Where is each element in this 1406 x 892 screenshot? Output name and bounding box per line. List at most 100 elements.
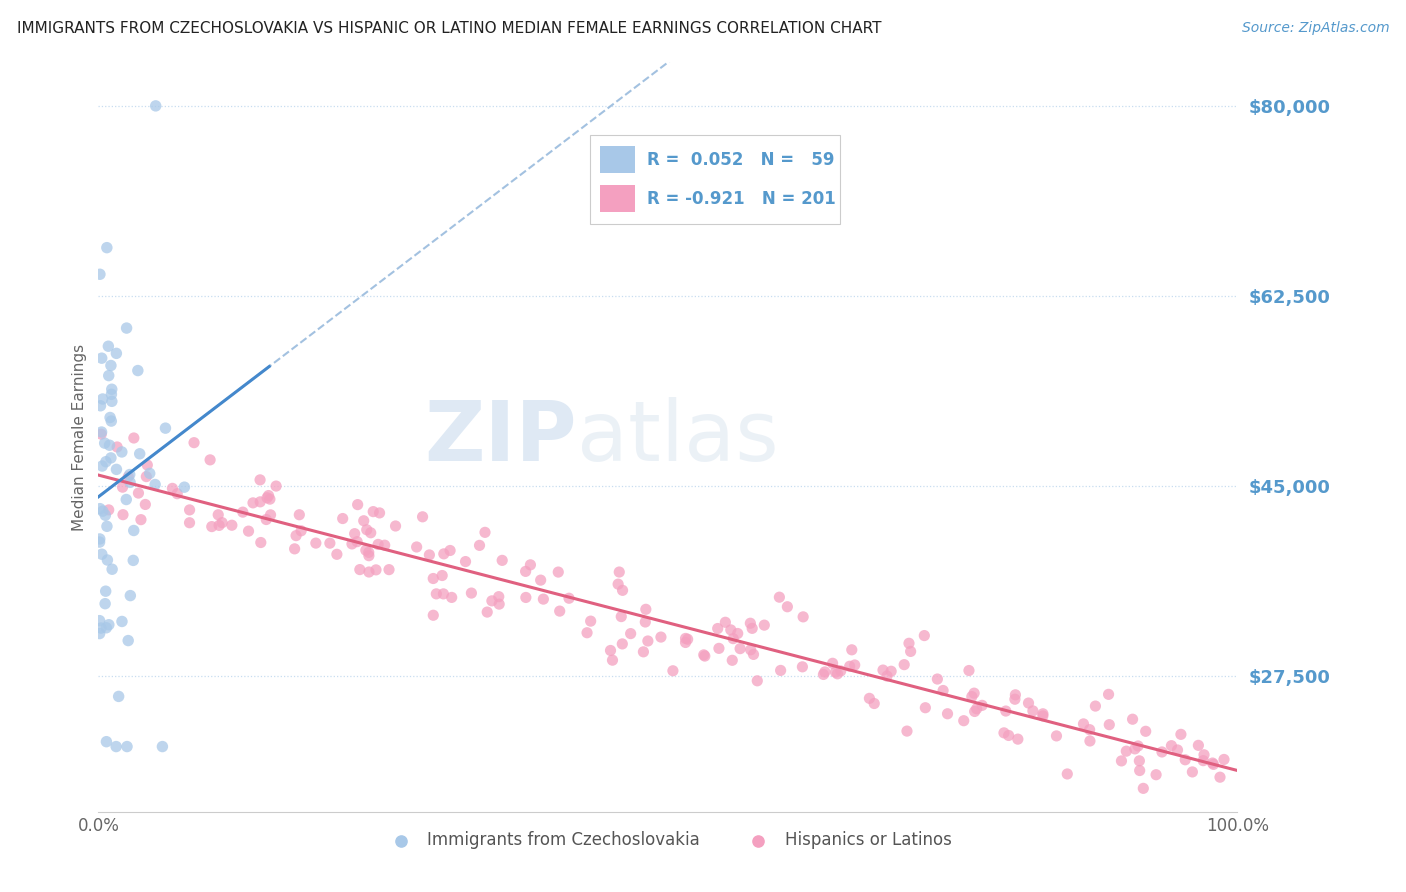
Point	[468, 538, 491, 552]
Point	[1166, 743, 1188, 757]
Point	[515, 591, 537, 605]
Point	[720, 623, 742, 637]
Point	[792, 610, 814, 624]
Point	[173, 480, 195, 494]
Point	[361, 505, 384, 519]
Point	[422, 572, 444, 586]
Point	[145, 99, 167, 113]
Point	[353, 514, 375, 528]
Point	[257, 489, 280, 503]
Point	[384, 519, 406, 533]
Point	[957, 664, 980, 678]
Point	[432, 587, 454, 601]
Point	[637, 634, 659, 648]
Point	[727, 626, 749, 640]
Point	[880, 665, 903, 679]
Point	[1084, 699, 1107, 714]
Point	[249, 495, 271, 509]
Point	[747, 673, 769, 688]
Point	[89, 501, 111, 516]
Point	[531, 592, 554, 607]
Point	[97, 503, 120, 517]
Point	[706, 622, 728, 636]
Point	[936, 706, 959, 721]
Point	[1098, 717, 1121, 731]
Point	[117, 633, 139, 648]
Point	[676, 632, 699, 647]
Point	[135, 469, 157, 483]
Point	[91, 504, 114, 518]
Point	[440, 591, 463, 605]
Point	[115, 492, 138, 507]
Point	[201, 519, 224, 533]
Point	[155, 421, 177, 435]
Point	[675, 632, 697, 646]
Point	[100, 359, 122, 373]
Point	[841, 642, 863, 657]
Point	[100, 414, 122, 428]
Point	[530, 573, 553, 587]
Point	[610, 609, 633, 624]
Point	[430, 568, 453, 582]
Point	[872, 663, 894, 677]
Point	[107, 690, 129, 704]
Point	[254, 512, 277, 526]
Point	[488, 597, 510, 611]
Point	[96, 621, 118, 635]
Point	[340, 537, 363, 551]
Point	[284, 541, 307, 556]
Point	[1111, 754, 1133, 768]
Point	[111, 445, 134, 459]
Point	[134, 498, 156, 512]
Point	[824, 665, 846, 680]
Point	[211, 516, 233, 530]
Point	[89, 267, 111, 281]
Point	[876, 669, 898, 683]
Point	[360, 525, 382, 540]
Point	[1126, 739, 1149, 753]
Point	[1007, 732, 1029, 747]
Point	[1201, 756, 1223, 770]
Point	[741, 621, 763, 635]
Point	[256, 491, 278, 505]
Point	[319, 536, 342, 550]
Point	[90, 425, 112, 439]
Point	[1192, 747, 1215, 762]
Point	[128, 447, 150, 461]
Point	[305, 536, 328, 550]
Point	[650, 630, 672, 644]
Point	[208, 518, 231, 533]
Point	[1135, 724, 1157, 739]
Point	[349, 563, 371, 577]
Point	[612, 637, 634, 651]
Point	[963, 686, 986, 700]
Point	[792, 660, 814, 674]
Point	[127, 363, 149, 377]
Point	[1128, 754, 1150, 768]
Point	[354, 543, 377, 558]
Point	[105, 440, 128, 454]
Point	[249, 535, 271, 549]
Point	[634, 615, 657, 629]
Point	[259, 508, 281, 522]
Point	[249, 473, 271, 487]
Point	[343, 526, 366, 541]
Point	[576, 625, 599, 640]
Point	[332, 511, 354, 525]
Point	[821, 657, 844, 671]
Point	[94, 584, 117, 599]
Point	[94, 597, 117, 611]
Point	[607, 577, 630, 591]
Point	[364, 563, 387, 577]
Point	[896, 724, 918, 739]
Point	[264, 479, 287, 493]
Point	[633, 645, 655, 659]
Point	[136, 458, 159, 472]
Point	[1122, 712, 1144, 726]
Point	[481, 594, 503, 608]
Point	[519, 558, 541, 572]
Point	[89, 626, 111, 640]
Point	[425, 587, 447, 601]
Point	[122, 553, 145, 567]
Point	[893, 657, 915, 672]
